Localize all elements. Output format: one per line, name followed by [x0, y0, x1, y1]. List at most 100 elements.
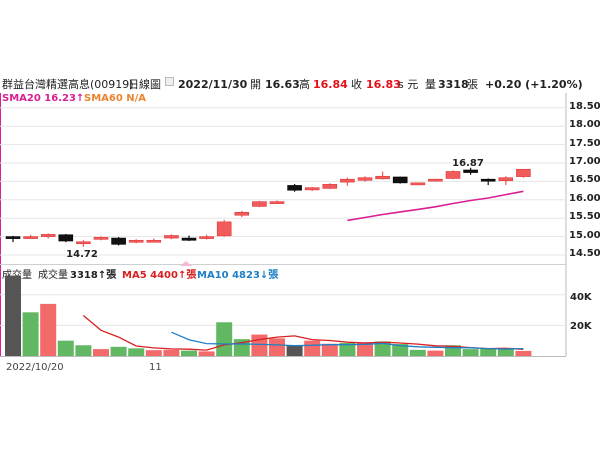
sma20-legend: SMA20 16.23↑: [2, 93, 85, 104]
candle-body: [5, 236, 21, 239]
volume-bar: [251, 334, 268, 356]
candle-body: [93, 237, 109, 240]
volume-bar: [409, 349, 426, 356]
volume-bar: [374, 341, 391, 356]
price-tick-label: 16.50: [569, 174, 600, 186]
candle-body: [216, 221, 232, 237]
x-tick-label: 2022/10/20: [6, 362, 64, 373]
candle-body: [392, 176, 408, 184]
volume-value: 3318: [438, 78, 469, 91]
candle-body: [164, 235, 179, 239]
volume-bar: [357, 342, 373, 356]
volume-bar: [75, 345, 92, 356]
price-tick-label: 15.00: [569, 229, 600, 241]
volume-legend-value: 3318↑張: [70, 270, 117, 281]
ma10-line: [171, 331, 524, 350]
volume-bar: [216, 322, 233, 356]
price-tick-label: 14.50: [569, 248, 600, 259]
high-label: 高: [299, 78, 310, 91]
quote-date: 2022/11/30: [178, 78, 248, 91]
volume-bar: [22, 312, 39, 356]
volume-bar: [480, 348, 497, 356]
candle-body: [340, 178, 355, 183]
fund-name: 群益台灣精選高息(00919): [2, 78, 134, 91]
price-tick-label: 17.00: [569, 156, 600, 167]
change-value: +0.20 (+1.20%): [485, 78, 583, 91]
volume-unit: 張: [467, 78, 478, 91]
high-value: 16.84: [313, 78, 348, 91]
candle-body: [199, 236, 214, 239]
candle-body: [410, 182, 426, 186]
candle-body: [428, 178, 443, 182]
candle-body: [357, 177, 373, 181]
close-value: 16.83: [366, 78, 401, 91]
candle-body: [269, 201, 285, 204]
volume-legend-label: 成交量: [38, 270, 68, 281]
volume-bar: [339, 342, 356, 356]
candle-body: [23, 236, 38, 239]
volume-bar: [110, 346, 127, 356]
x-tick-label: 11: [149, 362, 162, 373]
volume-label: 量: [425, 78, 436, 91]
volume-bar: [181, 350, 197, 356]
candle-body: [234, 212, 250, 216]
volume-panel-title: 成交量: [2, 270, 32, 281]
period-label: 日線圖: [128, 78, 161, 91]
ma5-legend: MA5 4400↑張: [122, 270, 197, 281]
candle-body: [375, 175, 390, 180]
volume-tick-label: 40K: [570, 292, 592, 303]
volume-bar: [445, 345, 461, 356]
candle-body: [40, 234, 56, 237]
volume-bar: [392, 344, 409, 356]
ma5-line: [82, 315, 524, 351]
candle-body: [480, 178, 496, 182]
sma20-line: [347, 190, 524, 222]
volume-tick-label: 20K: [570, 321, 592, 332]
price-tick-label: 16.00: [569, 192, 600, 204]
price-unit: s 元: [398, 78, 419, 91]
volume-bar: [163, 349, 180, 356]
volume-bar: [57, 340, 74, 356]
candle-body: [463, 169, 478, 173]
price-tick-label: 18.50: [569, 100, 600, 112]
candle-body: [322, 184, 338, 189]
candle-body: [445, 171, 461, 179]
price-tick-label: 17.50: [569, 137, 600, 149]
price-tick-label: 18.00: [569, 119, 600, 131]
volume-bar: [128, 348, 145, 356]
volume-bar: [93, 349, 109, 356]
high-price-annotation: 16.87: [452, 158, 484, 169]
volume-bar: [269, 338, 285, 356]
low-price-annotation: 14.72: [66, 249, 98, 260]
candle-body: [287, 185, 302, 191]
open-label: 開: [250, 78, 261, 91]
sma60-legend: SMA60 N/A: [84, 93, 147, 104]
candle-body: [516, 168, 531, 177]
volume-bar: [286, 345, 303, 356]
open-value: 16.63: [265, 78, 300, 91]
candle-body: [252, 201, 267, 207]
candle-body: [181, 237, 197, 241]
volume-bar: [145, 350, 162, 356]
candle-body: [128, 239, 144, 243]
volume-bar: [462, 349, 479, 356]
volume-bar: [40, 303, 57, 356]
volume-bar: [304, 340, 321, 356]
candle-body: [304, 187, 320, 191]
volume-bar: [198, 351, 215, 356]
price-tick-label: 15.50: [569, 211, 600, 223]
volume-bar: [515, 350, 532, 356]
scroll-marker-icon[interactable]: [180, 261, 192, 266]
ma10-legend: MA10 4823↓張: [197, 270, 279, 281]
candle-body: [111, 237, 126, 245]
volume-bar: [497, 348, 514, 356]
quote-header: 群益台灣精選高息(00919) 日線圖 2022/11/30 開 16.63 高…: [0, 77, 600, 93]
close-label: 收: [351, 78, 362, 91]
candle-body: [58, 234, 74, 242]
volume-bar: [427, 350, 444, 356]
candle-body: [76, 241, 91, 245]
candle-body: [146, 239, 162, 243]
volume-bar: [5, 275, 21, 356]
volume-bar: [321, 343, 338, 356]
